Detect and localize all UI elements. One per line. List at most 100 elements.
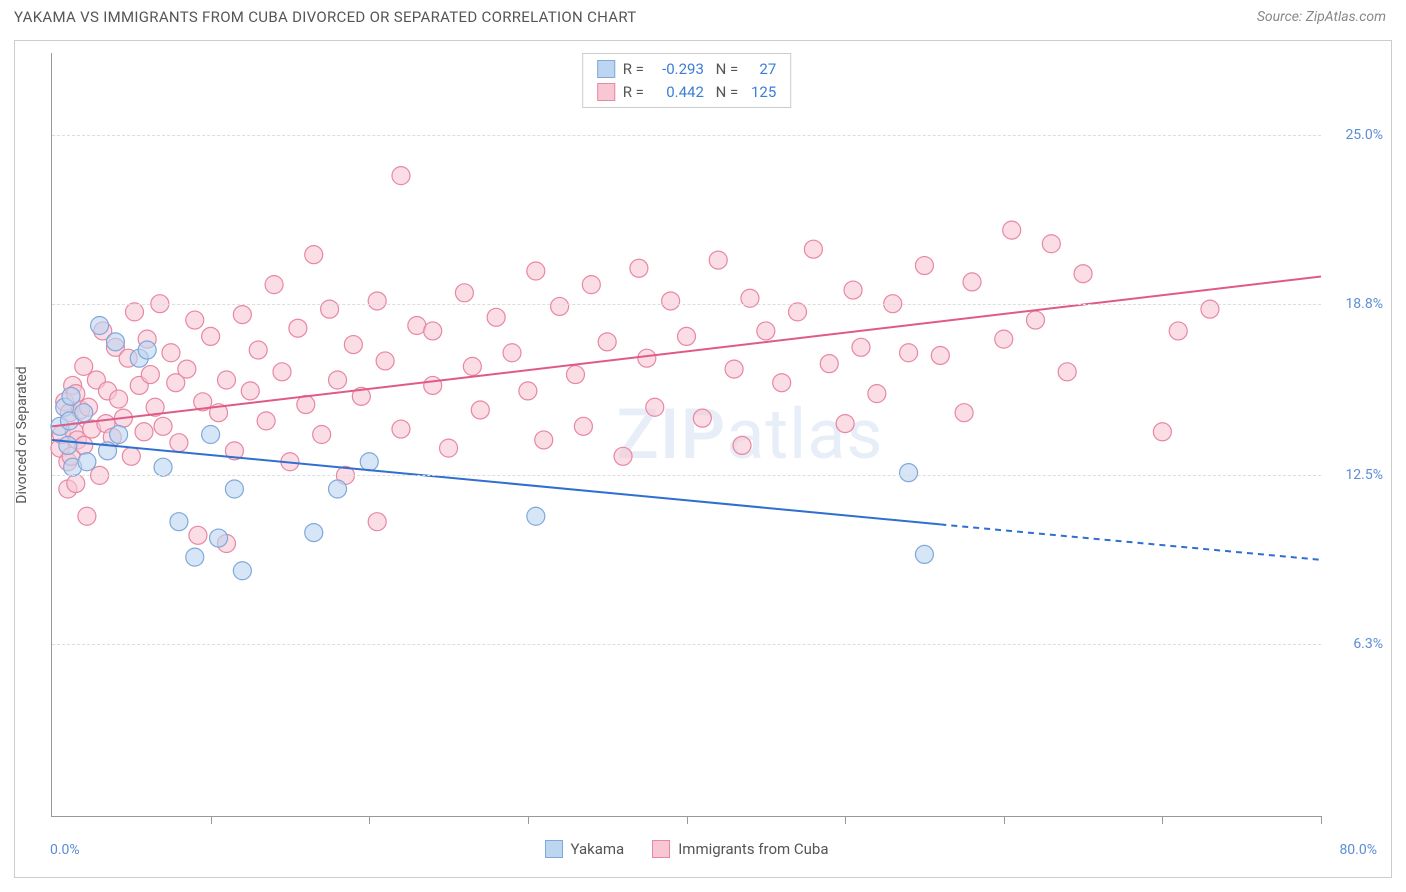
data-point [678, 327, 696, 345]
data-point [455, 284, 473, 302]
data-point [257, 412, 275, 430]
data-point [154, 417, 172, 435]
data-point [368, 292, 386, 310]
legend-item-1: Yakama [545, 840, 625, 858]
data-point [368, 513, 386, 531]
data-point [527, 507, 545, 525]
r-value-2: 0.442 [652, 81, 704, 104]
x-tick [211, 816, 212, 824]
data-point [804, 240, 822, 258]
chart-header: YAKAMA VS IMMIGRANTS FROM CUBA DIVORCED … [0, 0, 1406, 30]
data-point [852, 338, 870, 356]
data-point [638, 349, 656, 367]
data-point [900, 344, 918, 362]
data-point [566, 366, 584, 384]
gridline [52, 644, 1321, 645]
n-value-1: 27 [746, 58, 776, 81]
regression-line-cuba [52, 276, 1321, 426]
data-point [1169, 322, 1187, 340]
data-point [265, 276, 283, 294]
legend-swatch-2 [652, 840, 670, 858]
data-point [241, 382, 259, 400]
plot-area: Divorced or Separated ZIPatlas R = -0.29… [51, 53, 1321, 817]
legend-label-1: Yakama [571, 840, 625, 858]
data-point [955, 404, 973, 422]
data-point [915, 257, 933, 275]
data-point [78, 507, 96, 525]
y-tick-label: 25.0% [1345, 127, 1383, 143]
x-tick [369, 816, 370, 824]
data-point [931, 346, 949, 364]
data-point [344, 336, 362, 354]
data-point [329, 371, 347, 389]
data-point [141, 366, 159, 384]
data-point [189, 526, 207, 544]
chart-title: YAKAMA VS IMMIGRANTS FROM CUBA DIVORCED … [14, 8, 637, 26]
legend-label-2: Immigrants from Cuba [678, 840, 828, 858]
data-point [110, 426, 128, 444]
data-point [582, 276, 600, 294]
regression-line-yakama [52, 440, 940, 524]
data-point [154, 458, 172, 476]
x-tick [687, 816, 688, 824]
data-point [360, 453, 378, 471]
data-point [106, 333, 124, 351]
data-point [527, 262, 545, 280]
data-point [233, 562, 251, 580]
data-point [138, 341, 156, 359]
data-point [503, 344, 521, 362]
y-tick-label: 18.8% [1345, 296, 1383, 312]
data-point [424, 322, 442, 340]
data-point [329, 480, 347, 498]
legend-swatch-1 [545, 840, 563, 858]
data-point [1074, 265, 1092, 283]
data-point [178, 360, 196, 378]
data-point [733, 436, 751, 454]
legend-item-2: Immigrants from Cuba [652, 840, 828, 858]
data-point [646, 398, 664, 416]
data-point [67, 475, 85, 493]
data-point [463, 357, 481, 375]
swatch-series-1 [597, 60, 615, 78]
data-point [995, 330, 1013, 348]
scatter-svg [52, 53, 1321, 816]
data-point [662, 292, 680, 310]
swatch-series-2 [597, 83, 615, 101]
data-point [773, 374, 791, 392]
data-point [297, 396, 315, 414]
data-point [789, 303, 807, 321]
data-point [757, 322, 775, 340]
data-point [313, 426, 331, 444]
data-point [1026, 311, 1044, 329]
y-tick-label: 6.3% [1353, 636, 1383, 652]
data-point [289, 319, 307, 337]
x-tick [1004, 816, 1005, 824]
data-point [162, 344, 180, 362]
gridline [52, 475, 1321, 476]
data-point [693, 409, 711, 427]
data-point [471, 401, 489, 419]
data-point [217, 371, 235, 389]
r-value-1: -0.293 [652, 58, 704, 81]
data-point [305, 524, 323, 542]
data-point [273, 363, 291, 381]
data-point [487, 308, 505, 326]
data-point [915, 545, 933, 563]
data-point [125, 303, 143, 321]
gridline [52, 135, 1321, 136]
data-point [1042, 235, 1060, 253]
data-point [91, 317, 109, 335]
data-point [202, 426, 220, 444]
data-point [408, 317, 426, 335]
data-point [1058, 363, 1076, 381]
data-point [614, 447, 632, 465]
correlation-legend: R = -0.293 N = 27 R = 0.442 N = 125 [582, 53, 792, 108]
data-point [424, 376, 442, 394]
data-point [233, 306, 251, 324]
data-point [440, 439, 458, 457]
data-point [202, 327, 220, 345]
data-point [1003, 221, 1021, 239]
data-point [551, 297, 569, 315]
data-point [392, 167, 410, 185]
data-point [868, 385, 886, 403]
